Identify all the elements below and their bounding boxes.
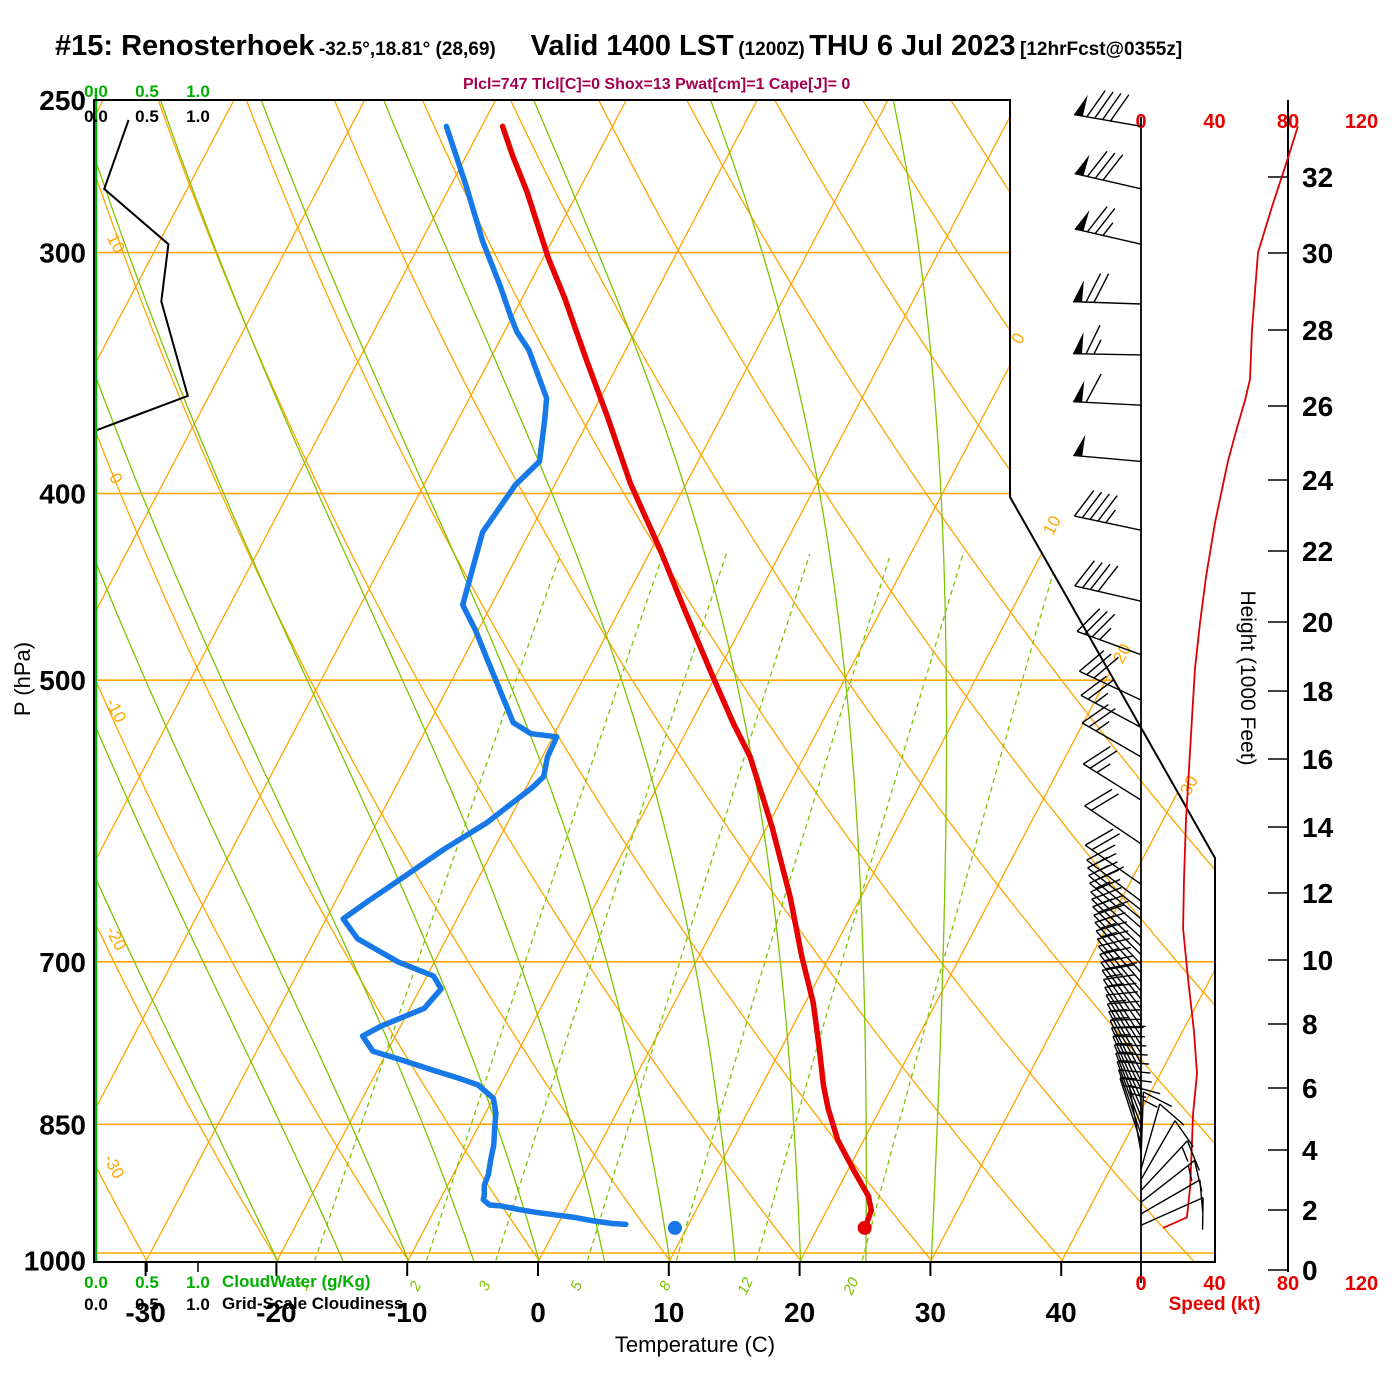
svg-text:28: 28	[1302, 315, 1333, 346]
svg-text:30: 30	[1302, 238, 1333, 269]
page-title: #15: Renosterhoek -32.5°,18.81° (28,69) …	[55, 30, 1182, 63]
svg-text:8: 8	[656, 1278, 675, 1293]
svg-text:4: 4	[1302, 1135, 1318, 1166]
svg-text:700: 700	[39, 947, 86, 978]
svg-text:80: 80	[1277, 1273, 1299, 1295]
svg-text:10: 10	[1302, 945, 1333, 976]
svg-text:0.0: 0.0	[84, 1295, 108, 1314]
svg-text:0: 0	[105, 470, 126, 487]
svg-text:40: 40	[1203, 1273, 1225, 1295]
svg-text:0: 0	[1135, 111, 1146, 133]
pressure-axis-title: P (hPa)	[10, 641, 35, 717]
svg-text:0: 0	[530, 1297, 546, 1328]
svg-text:0.5: 0.5	[135, 107, 159, 126]
svg-text:0: 0	[1302, 1255, 1318, 1286]
svg-text:18: 18	[1302, 676, 1333, 707]
valid-time: Valid 1400 LST	[530, 30, 734, 62]
svg-text:0.5: 0.5	[135, 1273, 159, 1292]
cloudwater-axis-title: CloudWater (g/Kg)	[222, 1272, 371, 1291]
svg-text:5: 5	[567, 1278, 586, 1293]
svg-text:30: 30	[915, 1297, 946, 1328]
svg-text:6: 6	[1302, 1073, 1318, 1104]
svg-text:3: 3	[475, 1278, 494, 1293]
svg-text:20: 20	[784, 1297, 815, 1328]
svg-text:1000: 1000	[24, 1245, 86, 1276]
svg-text:500: 500	[39, 665, 86, 696]
svg-text:20: 20	[840, 1274, 863, 1298]
svg-text:0.0: 0.0	[84, 82, 108, 101]
svg-text:-30: -30	[100, 1151, 128, 1182]
station-name: #15: Renosterhoek	[55, 30, 315, 62]
speed-axis-title: Speed (kt)	[1168, 1294, 1261, 1315]
svg-text:16: 16	[1302, 744, 1333, 775]
svg-text:10: 10	[1039, 513, 1065, 539]
forecast-tag: [12hrFcst@0355z]	[1020, 39, 1183, 60]
svg-text:120: 120	[1345, 1273, 1378, 1295]
svg-text:40: 40	[1203, 111, 1225, 133]
svg-text:2: 2	[1302, 1195, 1318, 1226]
svg-text:26: 26	[1302, 391, 1333, 422]
temperature-axis-title: Temperature (C)	[614, 1332, 776, 1357]
svg-text:8: 8	[1302, 1009, 1318, 1040]
svg-text:1.0: 1.0	[186, 1273, 210, 1292]
svg-text:40: 40	[1046, 1297, 1077, 1328]
svg-text:1.0: 1.0	[186, 1295, 210, 1314]
svg-text:400: 400	[39, 478, 86, 509]
svg-text:0.5: 0.5	[135, 82, 159, 101]
svg-text:22: 22	[1302, 536, 1333, 567]
svg-text:1.0: 1.0	[186, 82, 210, 101]
svg-text:-20: -20	[256, 1297, 296, 1328]
svg-text:12: 12	[1302, 878, 1333, 909]
svg-text:10: 10	[653, 1297, 684, 1328]
svg-text:0.0: 0.0	[84, 1273, 108, 1292]
svg-text:-30: -30	[125, 1297, 165, 1328]
valid-date: THU 6 Jul 2023	[809, 30, 1016, 62]
svg-text:24: 24	[1302, 465, 1334, 496]
svg-text:-10: -10	[102, 695, 130, 726]
valid-zulu: (1200Z)	[738, 39, 805, 60]
svg-text:2: 2	[406, 1278, 426, 1294]
svg-text:-10: -10	[387, 1297, 427, 1328]
svg-text:850: 850	[39, 1109, 86, 1140]
svg-text:20: 20	[1302, 607, 1333, 638]
height-axis-title: Height (1000 Feet)	[1236, 590, 1259, 766]
svg-text:14: 14	[1302, 812, 1334, 843]
svg-text:300: 300	[39, 238, 86, 269]
svg-text:80: 80	[1277, 111, 1299, 133]
cloudiness-axis-title: Grid-Scale Cloudiness	[222, 1294, 404, 1313]
svg-text:12: 12	[734, 1274, 757, 1297]
svg-text:120: 120	[1345, 111, 1378, 133]
svg-text:1.0: 1.0	[186, 107, 210, 126]
svg-text:250: 250	[39, 85, 86, 116]
svg-text:0.5: 0.5	[135, 1295, 159, 1314]
station-coords: -32.5°,18.81° (28,69)	[318, 39, 496, 60]
svg-text:0: 0	[1135, 1273, 1146, 1295]
svg-text:0.0: 0.0	[84, 107, 108, 126]
stability-params: Plcl=747 Tlcl[C]=0 Shox=13 Pwat[cm]=1 Ca…	[463, 76, 851, 93]
svg-text:-20: -20	[102, 923, 130, 954]
svg-text:32: 32	[1302, 162, 1333, 193]
